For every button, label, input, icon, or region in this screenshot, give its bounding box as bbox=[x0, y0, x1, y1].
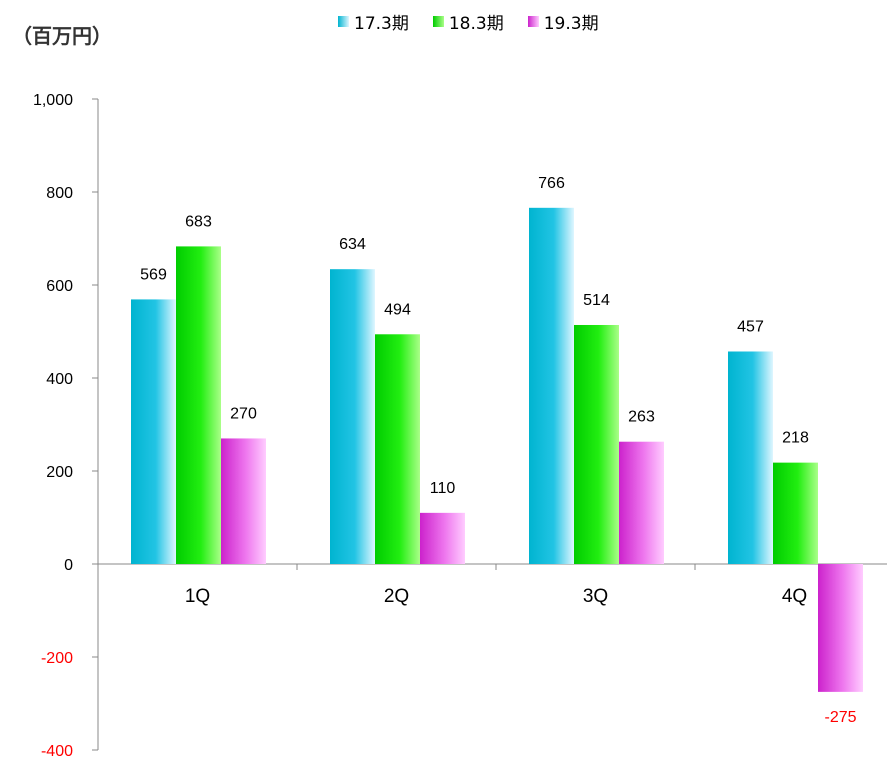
data-label: 218 bbox=[782, 430, 809, 447]
data-label: 634 bbox=[339, 236, 366, 253]
legend-label-17-3: 17.3期 bbox=[354, 14, 409, 34]
bar-series-2-1Q bbox=[176, 246, 221, 564]
bar-series-3-3Q bbox=[619, 441, 664, 564]
data-label: 457 bbox=[737, 318, 764, 335]
bar-series-1-4Q bbox=[728, 351, 773, 564]
y-tick-label: 1,000 bbox=[33, 92, 73, 109]
bar-series-2-4Q bbox=[773, 462, 818, 564]
x-category-label: 2Q bbox=[384, 586, 409, 607]
bar-series-3-1Q bbox=[221, 438, 266, 564]
legend-swatch-19-3 bbox=[527, 16, 539, 27]
bar-series-1-3Q bbox=[529, 207, 574, 564]
data-label: 263 bbox=[628, 409, 655, 426]
bar-series-1-1Q bbox=[131, 299, 176, 564]
data-label: 494 bbox=[384, 301, 411, 318]
x-category-label: 1Q bbox=[185, 586, 210, 607]
data-label: 766 bbox=[538, 175, 565, 192]
legend-item-18-3: 18.3期 bbox=[432, 9, 504, 34]
data-label: 683 bbox=[185, 213, 212, 230]
y-tick-label: -400 bbox=[41, 743, 73, 760]
legend-swatch-18-3 bbox=[432, 16, 444, 27]
legend: 17.3期 18.3期 19.3期 bbox=[338, 9, 623, 34]
x-category-label: 4Q bbox=[782, 586, 807, 607]
legend-label-18-3: 18.3期 bbox=[448, 14, 504, 34]
y-tick-label: 200 bbox=[46, 464, 73, 481]
legend-swatch-17-3 bbox=[338, 16, 349, 27]
data-label: 110 bbox=[430, 480, 456, 497]
y-tick-label: 400 bbox=[46, 371, 73, 388]
data-label: -275 bbox=[824, 709, 856, 726]
y-tick-label: 0 bbox=[64, 557, 73, 574]
legend-item-19-3: 19.3期 bbox=[527, 9, 599, 34]
bar-series-3-4Q bbox=[818, 564, 863, 692]
y-tick-label: 800 bbox=[46, 185, 73, 202]
bar-series-2-3Q bbox=[574, 324, 619, 564]
legend-label-19-3: 19.3期 bbox=[543, 14, 599, 34]
bar-series-1-2Q bbox=[330, 269, 375, 564]
x-category-label: 3Q bbox=[583, 586, 608, 607]
y-tick-label: -200 bbox=[41, 650, 73, 667]
data-label: 270 bbox=[230, 405, 257, 422]
y-tick-label: 600 bbox=[46, 278, 73, 295]
bar-series-2-2Q bbox=[375, 334, 420, 564]
unit-label: （百万円） bbox=[12, 24, 112, 48]
data-label: 569 bbox=[140, 266, 167, 283]
bar-series-3-2Q bbox=[420, 512, 465, 564]
data-label: 514 bbox=[583, 292, 610, 309]
legend-item-17-3: 17.3期 bbox=[338, 9, 409, 34]
